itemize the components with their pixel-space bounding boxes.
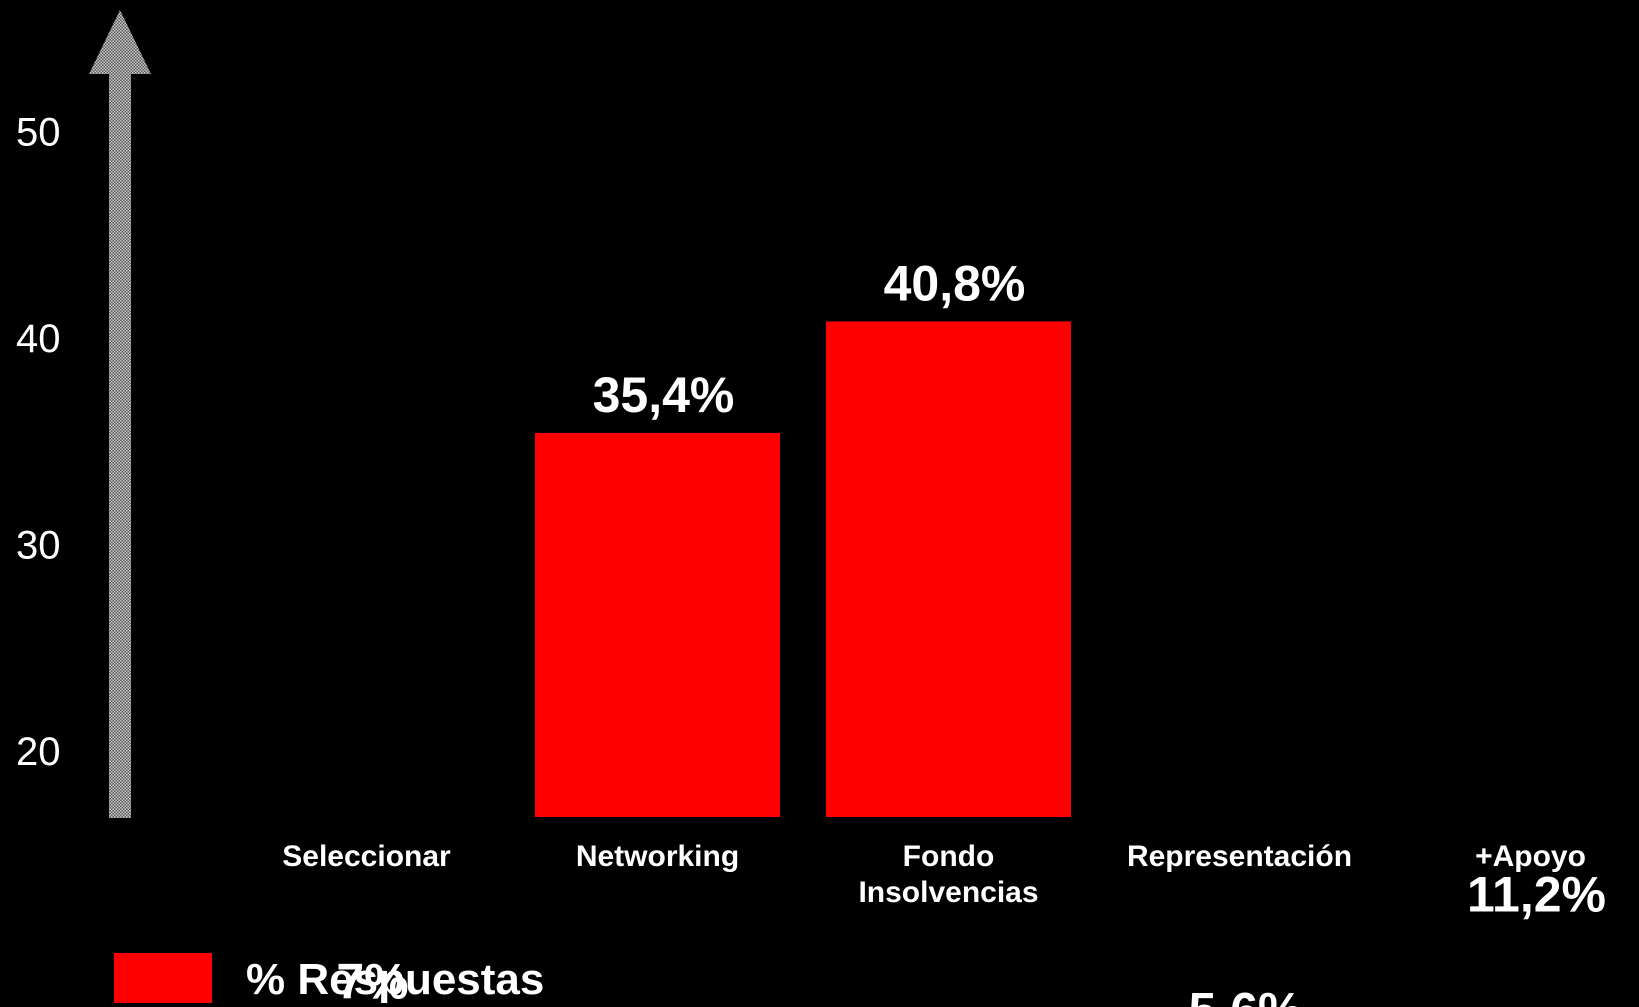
category-label: +Apoyo <box>1475 840 1586 873</box>
category-label: Networking <box>576 840 739 873</box>
y-tick-label: 50 <box>16 110 61 154</box>
y-axis-shaft <box>109 72 131 818</box>
data-label: 35,4% <box>593 367 735 423</box>
data-label: 11,2% <box>1467 867 1606 923</box>
y-axis-ticks: 20 30 40 50 <box>16 110 61 774</box>
legend-swatch <box>114 953 212 1003</box>
y-tick-label: 40 <box>16 317 61 361</box>
arrow-up-icon <box>89 10 151 74</box>
data-label: 7% <box>336 953 408 1007</box>
bars <box>535 321 1071 817</box>
y-axis-arrow <box>89 10 151 818</box>
bar <box>826 321 1071 817</box>
data-label: 5,6% <box>1189 982 1303 1007</box>
y-tick-label: 20 <box>16 730 61 774</box>
data-labels: 7% 35,4% 40,8% 5,6% 11,2% <box>336 255 1606 1007</box>
category-label: Fondo Insolvencias <box>858 840 1038 909</box>
legend: % Respuestas <box>114 953 544 1004</box>
bar <box>535 432 780 817</box>
category-label: Representación <box>1127 840 1352 873</box>
category-label: Seleccionar <box>282 840 451 873</box>
y-tick-label: 30 <box>16 523 61 567</box>
category-labels: Seleccionar Networking Fondo Insolvencias Re… <box>282 840 1586 909</box>
data-label: 40,8% <box>884 255 1026 311</box>
legend-label: % Respuestas <box>246 955 544 1004</box>
